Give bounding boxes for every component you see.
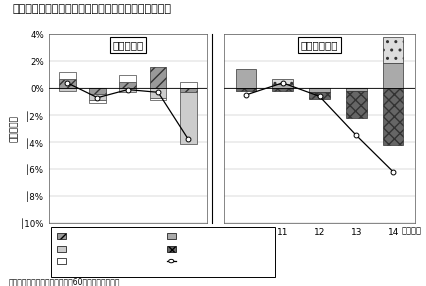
Bar bbox=[119, 82, 136, 88]
Text: 勤め先収入: 勤め先収入 bbox=[69, 232, 93, 241]
Text: 高齢無職世帯: 高齢無職世帯 bbox=[301, 40, 338, 50]
Bar bbox=[273, 84, 293, 88]
Bar bbox=[346, 91, 366, 118]
Bar bbox=[180, 92, 197, 144]
Text: 物価: 物価 bbox=[69, 244, 79, 253]
Bar bbox=[150, 67, 167, 88]
Text: 公的年金給付: 公的年金給付 bbox=[179, 232, 208, 241]
Bar bbox=[346, 88, 366, 91]
Bar bbox=[273, 79, 293, 84]
Bar bbox=[273, 88, 293, 91]
Bar bbox=[119, 75, 136, 82]
Bar bbox=[89, 88, 106, 94]
Bar bbox=[59, 79, 75, 88]
Text: 税、社会保険料等: 税、社会保険料等 bbox=[179, 244, 217, 253]
Bar bbox=[119, 88, 136, 92]
Text: 実質可処分所得: 実質可処分所得 bbox=[179, 257, 213, 266]
Text: （年度）: （年度） bbox=[402, 226, 422, 235]
Bar bbox=[236, 88, 256, 91]
Bar bbox=[383, 37, 403, 63]
Bar bbox=[383, 63, 403, 88]
Bar bbox=[150, 98, 167, 100]
Bar bbox=[89, 100, 106, 103]
Bar bbox=[89, 94, 106, 100]
Text: その他: その他 bbox=[69, 257, 83, 266]
Bar bbox=[180, 88, 197, 92]
Text: 勤労者世帯: 勤労者世帯 bbox=[112, 40, 144, 50]
Bar bbox=[150, 88, 167, 98]
Text: （注）高齢無職世帯は世帯主が60歳以上の無職世帯: （注）高齢無職世帯は世帯主が60歳以上の無職世帯 bbox=[9, 277, 120, 286]
Bar bbox=[383, 88, 403, 145]
Bar bbox=[309, 88, 330, 92]
Y-axis label: （前年比）: （前年比） bbox=[9, 115, 19, 142]
Bar bbox=[180, 82, 197, 88]
Bar bbox=[59, 72, 75, 79]
Bar bbox=[59, 88, 75, 91]
Bar bbox=[236, 69, 256, 88]
Text: 図表８　勤労者世帯と高齢無職世帯の実質可処分所得: 図表８ 勤労者世帯と高齢無職世帯の実質可処分所得 bbox=[13, 4, 172, 14]
Bar bbox=[309, 92, 330, 99]
